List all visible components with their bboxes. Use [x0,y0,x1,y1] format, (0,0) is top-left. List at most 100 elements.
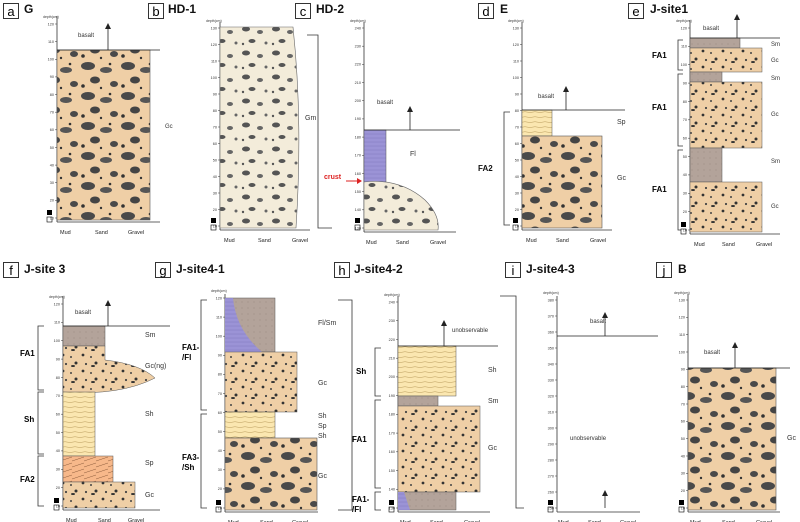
depth-label-d: depth(cm) [508,19,524,23]
depth-tick-label-j: 130 [679,298,685,302]
svg-text:Sm: Sm [771,42,780,48]
depth-tick-label-g: 60 [218,411,222,415]
depth-tick-label-j: 80 [681,385,685,389]
svg-text:Gc: Gc [145,492,154,499]
depth-tick-label-h: 180 [389,413,395,417]
depth-tick-label-d: 40 [515,175,519,179]
panel-title-b: HD-1 [168,2,197,16]
depth-tick-label-f: 10 [56,504,60,508]
depth-tick-label-g: 120 [216,296,222,300]
grain-label-gravel-c: Gravel [430,240,446,246]
depth-label-i: depth(cm) [543,291,559,295]
panel-title-e: J-site1 [650,2,689,16]
svg-text:Sp: Sp [145,460,154,467]
depth-tick-label-a: 70 [50,110,54,114]
depth-label-g: depth(cm) [211,289,227,293]
svg-text:basalt: basalt [704,350,720,356]
depth-tick-label-h: 150 [389,469,395,473]
depth-tick-label-i: 300 [548,426,554,430]
depth-tick-label-d: 20 [515,208,519,212]
grain-label-sand-b: Sand [258,238,271,244]
depth-tick-label-a: 120 [48,22,54,26]
depth-tick-label-f: 110 [54,321,60,325]
panel-title-f: J-site 3 [24,262,66,276]
depth-tick-label-j: 30 [681,472,685,476]
depth-tick-label-j: 100 [679,350,685,354]
svg-text:Sm: Sm [145,332,156,339]
depth-tick-label-g: 80 [218,373,222,377]
grain-label-sand-j: Sand [722,520,735,522]
depth-ticks: depth(cm) 120 110 100 90 80 70 60 50 40 30 20 10 dept… [43,15,692,510]
depth-tick-label-a: 10 [50,216,54,220]
depth-tick-label-f: 60 [56,412,60,416]
panel-j-column: basalt Gc [678,294,796,513]
depth-tick-label-h: 210 [389,356,395,360]
svg-text:Gc: Gc [787,435,796,442]
depth-tick-label-a: 60 [50,128,54,132]
svg-text:Sp: Sp [617,119,626,126]
panel-title-a: G [24,2,34,16]
svg-text:Gc: Gc [771,204,779,210]
grain-label-gravel-i: Gravel [620,520,636,522]
svg-text:Gc: Gc [488,445,497,452]
depth-tick-label-b: 30 [213,191,217,195]
svg-text:Sh: Sh [488,367,497,374]
depth-tick-label-d: 60 [515,142,519,146]
depth-tick-label-e: 30 [683,192,687,196]
grain-label-mud-a: Mud [60,230,71,236]
depth-tick-label-b: 100 [211,76,217,80]
grain-label-mud-f: Mud [66,518,77,522]
depth-tick-label-c: 200 [355,99,361,103]
svg-text:FA3-: FA3- [182,453,200,462]
panel-title-j: B [678,262,687,276]
grain-label-gravel-e: Gravel [756,242,772,248]
depth-tick-label-h: 220 [389,338,395,342]
depth-tick-label-c: 170 [355,154,361,158]
svg-text:Fl/Sm: Fl/Sm [318,320,336,327]
depth-label-a: depth(cm) [43,15,59,19]
depth-tick-label-i: 290 [548,442,554,446]
svg-text:Sm: Sm [771,159,780,165]
depth-tick-label-a: 50 [50,146,54,150]
svg-text:Gc: Gc [771,112,779,118]
depth-tick-label-e: 40 [683,173,687,177]
svg-text:FA2: FA2 [20,475,35,484]
depth-tick-label-d: 30 [515,191,519,195]
depth-tick-label-f: 120 [54,302,60,306]
depth-tick-label-e: 80 [683,100,687,104]
svg-text:/Sh: /Sh [182,463,195,472]
depth-tick-label-c: 220 [355,63,361,67]
depth-tick-label-i: 280 [548,458,554,462]
depth-tick-label-f: 50 [56,431,60,435]
grain-label-mud-c: Mud [366,240,377,246]
depth-tick-label-j: 40 [681,454,685,458]
depth-tick-label-c: 180 [355,135,361,139]
depth-tick-label-h: 190 [389,394,395,398]
depth-tick-label-c: 210 [355,81,361,85]
depth-tick-label-b: 60 [213,142,217,146]
grain-label-mud-h: Mud [400,520,411,522]
depth-tick-label-e: 110 [681,45,687,49]
depth-tick-label-b: 50 [213,158,217,162]
grain-label-gravel-a: Gravel [128,230,144,236]
depth-tick-label-j: 50 [681,437,685,441]
panel-letter-e: e [628,3,644,19]
svg-text:Sm: Sm [488,398,499,405]
svg-text:/Fl: /Fl [352,505,361,514]
svg-text:Sp: Sp [318,423,327,430]
grain-label-sand-d: Sand [556,238,569,244]
svg-text:unobservable: unobservable [570,436,607,442]
svg-text:Gc: Gc [318,380,327,387]
svg-text:Sh: Sh [318,433,327,440]
depth-tick-label-h: 240 [389,300,395,304]
svg-text:basalt: basalt [590,319,606,325]
grain-label-mud-i: Mud [558,520,569,522]
svg-text:unobservable: unobservable [452,328,489,334]
grain-label-sand-i: Sand [588,520,601,522]
depth-tick-label-d: 90 [515,92,519,96]
svg-text:FA1: FA1 [20,349,35,358]
depth-tick-label-i: 340 [548,362,554,366]
panel-title-h: J-site4-2 [354,262,403,276]
depth-tick-label-i: 360 [548,330,554,334]
